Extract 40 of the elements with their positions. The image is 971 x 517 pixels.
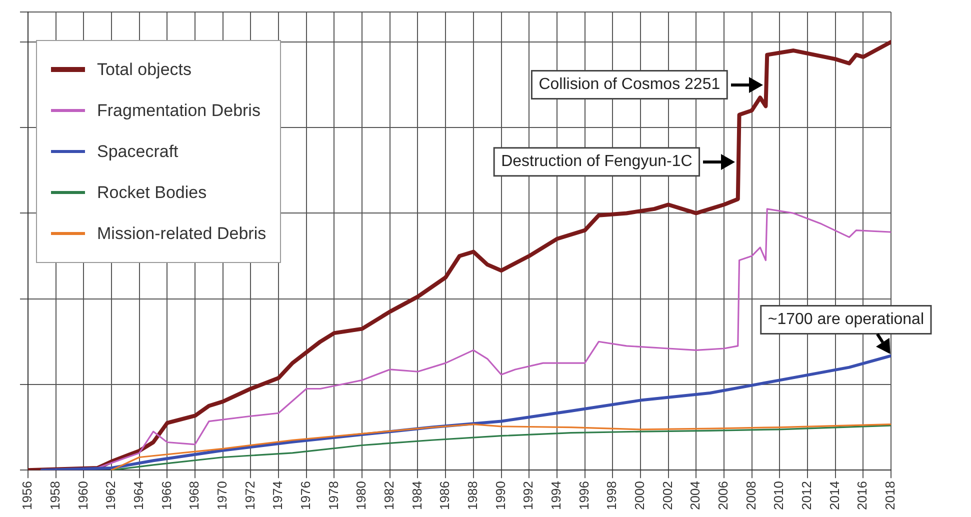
annotation: Collision of Cosmos 2251 [538,76,720,94]
x-tick-label: 1974 [270,481,286,510]
x-tick-label: 1986 [437,481,452,510]
legend-label: Rocket Bodies [97,182,207,202]
x-tick-label: 1992 [520,481,536,510]
legend-label: Mission-related Debris [97,224,266,244]
legend-label: Total objects [97,60,192,80]
annotation: Destruction of Fengyun-1C [501,153,692,170]
x-tick-label: 1972 [242,481,258,510]
x-tick-label: 1956 [20,481,35,510]
x-tick-label: 1980 [354,481,369,510]
x-tick-label: 1958 [47,481,62,510]
x-tick-label: 2006 [716,481,731,510]
x-tick-label: 1968 [186,481,202,510]
x-tick-label: 1960 [75,481,90,510]
x-tick-label: 2002 [660,481,675,510]
x-tick-label: 2018 [882,481,898,510]
x-tick-label: 1982 [381,481,396,510]
annotation: ~1700 are operational [768,311,924,328]
x-tick-label: 1970 [214,481,230,510]
x-tick-label: 1994 [548,481,564,510]
x-tick-label: 2004 [688,481,703,510]
legend-label: Fragmentation Debris [97,100,260,120]
x-tick-label: 2016 [854,481,870,510]
x-tick-label: 2012 [799,481,814,510]
x-tick-label: 1966 [158,481,174,510]
x-tick-label: 1962 [103,481,118,510]
x-tick-label: 2008 [743,481,758,510]
x-tick-label: 1984 [409,481,424,510]
x-tick-label: 1964 [130,481,146,510]
x-tick-label: 2010 [771,481,786,510]
x-tick-label: 1978 [326,481,341,510]
x-tick-label: 2000 [632,481,648,510]
x-tick-label: 1990 [492,481,508,510]
x-tick-label: 1976 [298,481,313,510]
x-tick-label: 1996 [576,481,592,510]
x-tick-label: 1998 [604,481,620,510]
legend-label: Spacecraft [97,142,178,162]
x-tick-label: 1988 [464,481,480,510]
x-tick-label: 2014 [826,481,842,510]
